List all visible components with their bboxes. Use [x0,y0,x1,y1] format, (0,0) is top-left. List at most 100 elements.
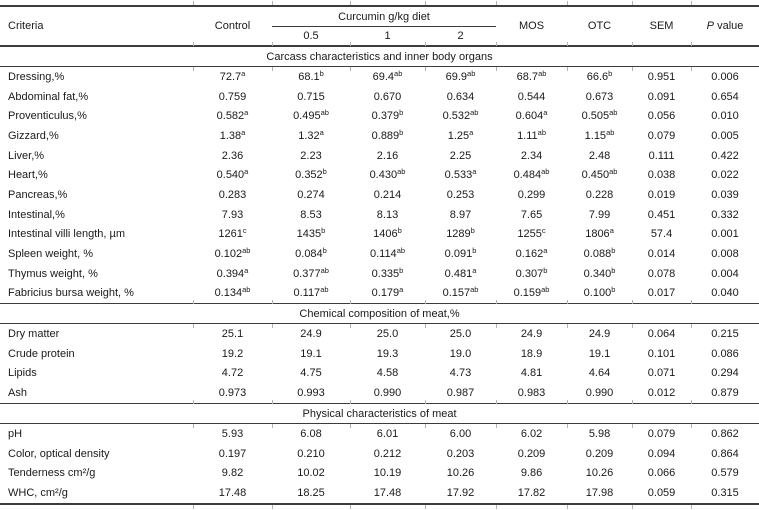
cell-curcumin-1: 17.48 [373,486,402,499]
table-row: Tenderness cm²/g 9.82 10.02 10.19 10.26 9.86 1… [0,463,759,483]
gridline-tick [425,42,426,46]
cell-p-value: 0.039 [711,188,739,201]
gridline-tick [193,66,194,71]
gridline-tick [350,1,351,5]
gridline-tick [632,42,633,46]
significance-superscript: b [321,226,326,236]
gridline-tick [496,323,497,328]
cell-otc: 0.088b [583,246,616,261]
cell-p-value: 0.040 [711,287,739,300]
cell-p-value: 0.579 [711,467,739,480]
cell-control: 72.7a [219,68,246,83]
cell-curcumin-0.5: 10.02 [297,467,325,480]
cell-mos: 4.81 [520,367,543,380]
significance-superscript: a [472,265,477,275]
gridline-tick [272,1,273,5]
row-label: Liver,% [8,149,45,162]
cell-mos: 24.9 [520,328,543,341]
cell-curcumin-2: 19.0 [449,347,472,360]
cell-curcumin-2: 10.26 [446,467,475,480]
cell-control: 7.93 [221,208,244,221]
cell-otc: 0.100b [583,285,616,300]
gridline-tick [272,299,273,304]
table-row: Crude protein 19.2 19.1 19.3 19.0 18.9 19.1 0.1… [0,344,759,364]
table-row: Spleen weight, % 0.102ab 0.084b 0.114ab 0.09… [0,244,759,264]
gridline-tick [632,399,633,404]
gridline-tick [350,66,351,71]
cell-otc: 0.990 [585,387,614,400]
cell-curcumin-0.5: 4.75 [300,367,322,380]
table-row: Fabricius bursa weight, % 0.134ab 0.117ab 0… [0,284,759,304]
significance-superscript: ab [242,246,251,256]
table-row: Heart,% 0.540a 0.352b 0.430ab 0.533a 0.484ab 0… [0,165,759,185]
row-label: Dressing,% [8,70,65,83]
gridline-tick [691,299,692,304]
significance-superscript: a [244,108,249,118]
gridline-tick [193,42,194,46]
row-label: Gizzard,% [8,129,59,142]
row-label: Color, optical density [8,447,110,460]
significance-superscript: a [609,226,614,236]
cell-mos: 0.484ab [513,167,550,182]
gridline-tick [632,1,633,5]
significance-superscript: ab [541,285,550,295]
cell-curcumin-2: 17.92 [446,486,475,499]
results-table: Criteria Control Curcumin g/kg diet MOS … [0,5,759,505]
gridline-tick [691,66,692,71]
cell-sem: 0.056 [647,110,676,123]
significance-superscript: b [470,226,475,236]
cell-control: 1261c [218,226,247,241]
gridline-tick [272,323,273,328]
cell-control: 4.72 [221,367,244,380]
cell-sem: 0.059 [647,486,676,499]
cell-curcumin-0.5: 19.1 [300,347,322,360]
gridline-tick [193,399,194,404]
cell-sem: 0.012 [647,387,676,400]
gridline-tick [691,423,692,428]
significance-superscript: a [319,127,324,137]
cell-otc: 7.99 [588,208,611,221]
cell-p-value: 0.654 [711,90,739,103]
cell-curcumin-2: 1.25a [447,127,474,142]
cell-p-value: 0.008 [711,248,739,261]
cell-curcumin-2: 1289b [446,226,475,241]
row-label: Pancreas,% [8,188,68,201]
cell-sem: 0.951 [647,70,676,83]
significance-superscript: b [611,285,616,295]
gridline-tick [496,423,497,428]
cell-curcumin-1: 1406b [373,226,402,241]
cell-sem: 0.064 [647,328,676,341]
significance-superscript: ab [242,285,251,295]
gridline-tick [350,42,351,46]
cell-curcumin-0.5: 0.117ab [293,285,329,300]
cell-p-value: 0.332 [711,208,739,221]
significance-superscript: b [322,167,327,177]
cell-curcumin-2: 6.00 [449,427,472,440]
gridline-tick [632,504,633,509]
cell-control: 25.1 [221,328,244,341]
gridline-tick [567,423,568,428]
table-row: Color, optical density 0.197 0.210 0.212 0.2… [0,444,759,464]
row-label: Thymus weight, % [8,267,98,280]
gridline-tick [425,1,426,5]
gridline-tick [567,66,568,71]
col-header-otc: OTC [587,20,612,32]
cell-curcumin-0.5: 18.25 [297,486,325,499]
section-header-row: Chemical composition of meat,% [0,303,759,324]
cell-control: 2.36 [221,149,244,162]
cell-control: 17.48 [218,486,247,499]
gridline-tick [350,323,351,328]
cell-curcumin-1: 0.990 [373,387,402,400]
cell-control: 0.394a [216,265,249,280]
gridline-tick [193,1,194,5]
table-row: Gizzard,% 1.38a 1.32a 0.889b 1.25a 1.11ab 1.15… [0,126,759,146]
cell-otc: 17.98 [585,486,614,499]
cell-p-value: 0.006 [711,70,739,83]
cell-control: 9.82 [221,467,244,480]
significance-superscript: b [611,246,616,256]
cell-curcumin-1: 0.430ab [369,167,406,182]
cell-otc: 2.48 [588,149,611,162]
cell-mos: 9.86 [520,467,543,480]
cell-mos: 18.9 [520,347,543,360]
row-label: Intestinal villi length, µm [8,228,125,241]
